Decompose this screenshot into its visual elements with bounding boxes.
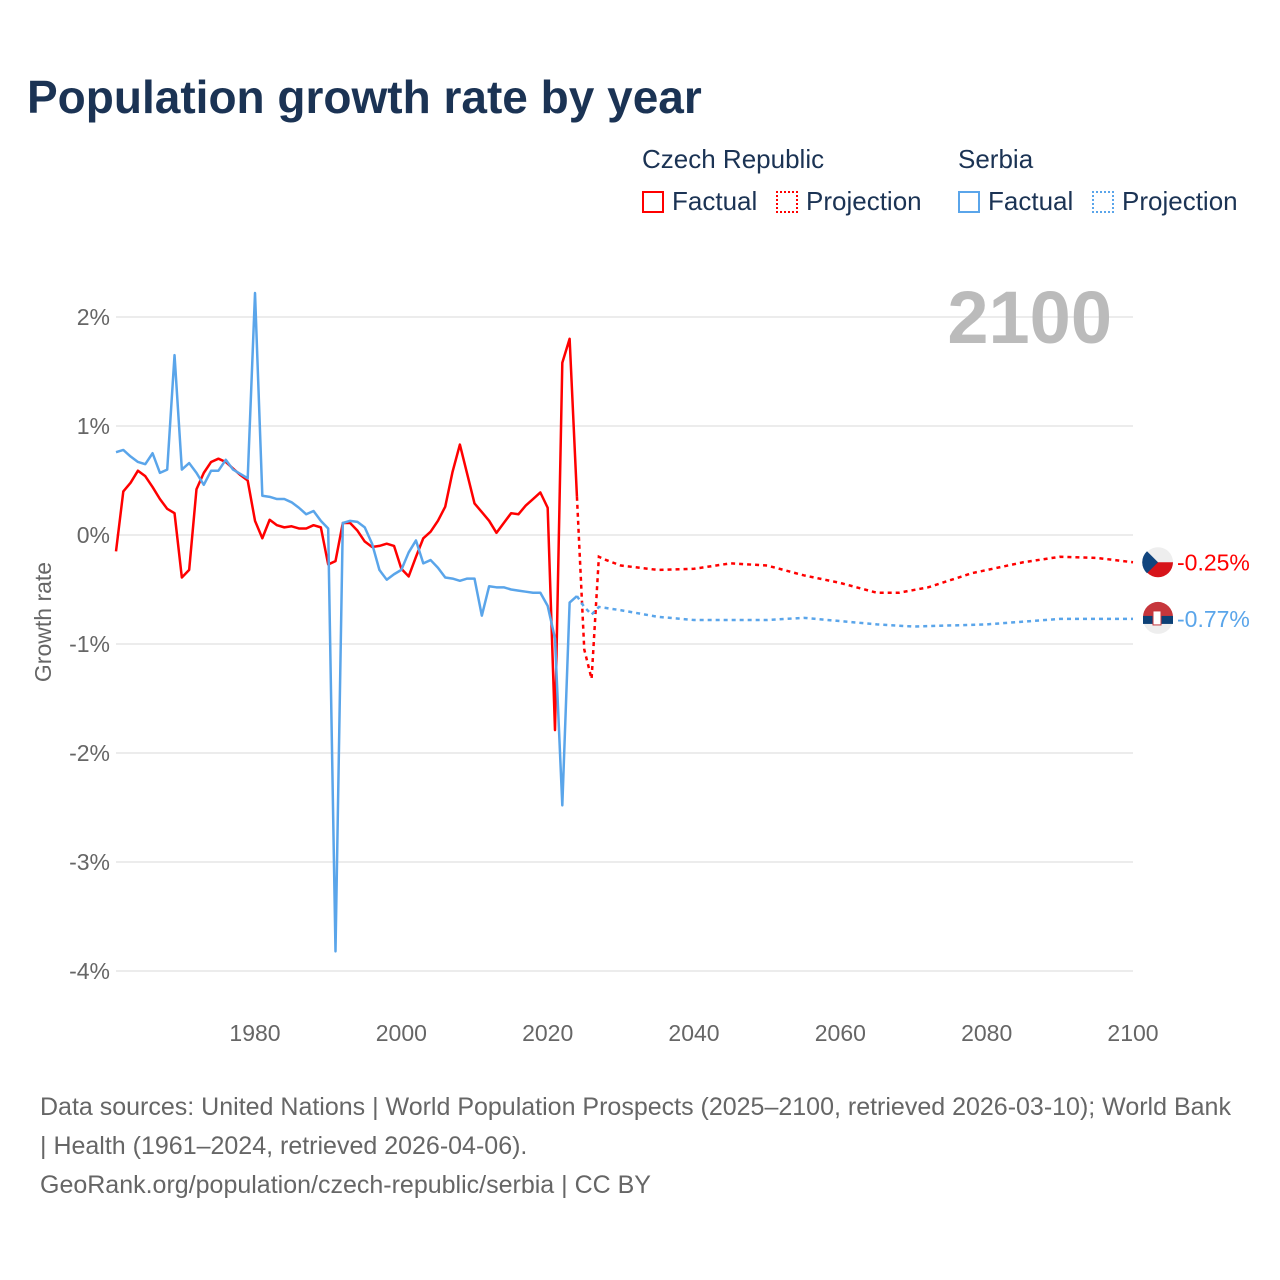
series-factual-line bbox=[115, 291, 578, 953]
x-tick-label: 2020 bbox=[522, 1020, 573, 1046]
x-tick-label: 2000 bbox=[376, 1020, 427, 1046]
x-tick-label: 2100 bbox=[1107, 1020, 1158, 1046]
legend-serbia-title: Serbia bbox=[958, 144, 1034, 174]
legend-serbia-projection[interactable]: Projection bbox=[1092, 186, 1238, 217]
legend-czech-factual[interactable]: Factual bbox=[642, 186, 757, 217]
y-tick-label: 1% bbox=[77, 413, 110, 439]
legend-czech-projection[interactable]: Projection bbox=[776, 186, 922, 217]
end-value-label: -0.25% bbox=[1177, 549, 1250, 575]
y-tick-label: -2% bbox=[69, 740, 110, 766]
legend-czech-title: Czech Republic bbox=[642, 144, 825, 174]
czech-flag-icon bbox=[1142, 547, 1173, 578]
attribution: GeoRank.org/population/czech-republic/se… bbox=[40, 1171, 651, 1199]
y-tick-label: 0% bbox=[77, 522, 110, 548]
y-tick-label: 2% bbox=[77, 304, 110, 330]
swatch-solid bbox=[642, 190, 664, 213]
swatch-dotted bbox=[776, 190, 798, 213]
page-title: Population growth rate by year bbox=[27, 71, 702, 123]
footer: Data sources: United Nations | World Pop… bbox=[40, 1088, 1240, 1205]
y-tick-label: -1% bbox=[69, 631, 110, 657]
serbia-flag-icon bbox=[1143, 601, 1173, 634]
x-tick-label: 2060 bbox=[815, 1020, 866, 1046]
end-value-label: -0.77% bbox=[1177, 606, 1250, 632]
x-tick-label: 1980 bbox=[229, 1020, 280, 1046]
x-tick-label: 2040 bbox=[668, 1020, 719, 1046]
legend-label: Projection bbox=[1122, 186, 1238, 216]
year-label: 2100 bbox=[947, 276, 1112, 359]
x-tick-label: 2080 bbox=[961, 1020, 1012, 1046]
legend-label: Factual bbox=[988, 186, 1074, 216]
legend-label: Projection bbox=[806, 186, 922, 216]
y-axis-label: Growth rate bbox=[30, 562, 56, 682]
series-projection-line bbox=[575, 496, 1134, 680]
y-tick-label: -3% bbox=[69, 849, 110, 875]
data-sources: Data sources: United Nations | World Pop… bbox=[40, 1093, 1231, 1160]
swatch-dotted bbox=[1092, 190, 1114, 213]
series-projection-line bbox=[575, 595, 1133, 628]
y-tick-label: -4% bbox=[69, 958, 110, 984]
swatch-solid bbox=[958, 190, 980, 213]
legend-serbia-factual[interactable]: Factual bbox=[958, 186, 1073, 217]
legend-label: Factual bbox=[672, 186, 758, 216]
